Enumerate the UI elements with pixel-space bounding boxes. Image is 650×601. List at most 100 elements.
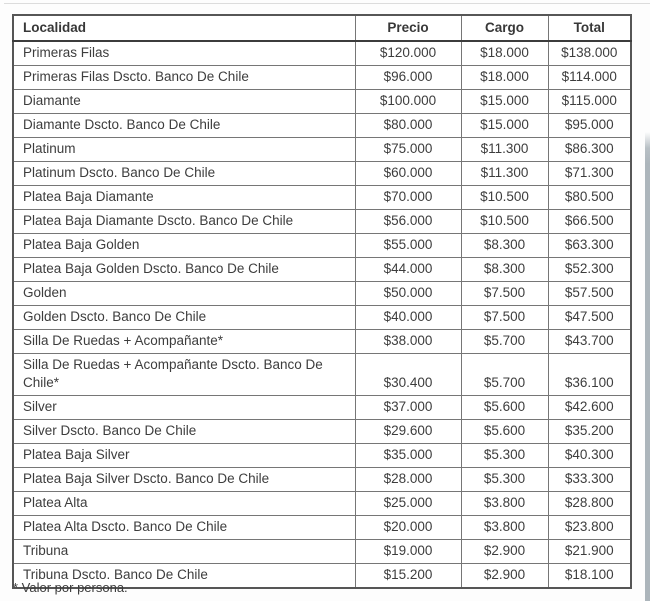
precio-cell: $19.000 (354, 539, 462, 564)
table-row: Primeras Filas $120.000 $18.000 $138.000 (12, 40, 632, 66)
localidad-cell: Platea Baja Golden Dscto. Banco De Chile (12, 257, 356, 282)
table-row: Silla De Ruedas + Acompañante* $38.000 $5.… (12, 329, 632, 354)
total-cell: $57.500 (547, 281, 632, 306)
table-row: Tribuna Dscto. Banco De Chile $15.200 $2.9… (12, 563, 632, 589)
table-row: Primeras Filas Dscto. Banco De Chile $96.… (12, 65, 632, 90)
table-row: Platea Baja Golden Dscto. Banco De Chile… (12, 257, 632, 282)
total-cell: $138.000 (547, 40, 632, 66)
table-row: Platea Baja Silver Dscto. Banco De Chile… (12, 467, 632, 492)
total-cell: $43.700 (547, 329, 632, 354)
localidad-cell: Platea Baja Silver (12, 443, 356, 468)
table-row: Platea Baja Diamante $70.000 $10.500 $80.50… (12, 185, 632, 210)
precio-cell: $80.000 (354, 113, 462, 138)
cargo-cell: $10.500 (460, 185, 549, 210)
table-row: Golden $50.000 $7.500 $57.500 (12, 281, 632, 306)
cargo-cell: $7.500 (460, 281, 549, 306)
cargo-cell: $3.800 (460, 491, 549, 516)
cargo-cell: $2.900 (460, 563, 549, 589)
cargo-cell: $8.300 (460, 233, 549, 258)
total-cell: $40.300 (547, 443, 632, 468)
total-cell: $115.000 (547, 89, 632, 114)
cargo-cell: $5.600 (460, 395, 549, 420)
table-row: Tribuna $19.000 $2.900 $21.900 (12, 539, 632, 564)
header-cargo: Cargo (460, 14, 549, 42)
table-row: Silla De Ruedas + Acompañante Dscto. Ban… (12, 353, 632, 396)
scrollbar-strip[interactable] (645, 132, 650, 601)
precio-cell: $40.000 (354, 305, 462, 330)
precio-cell: $35.000 (354, 443, 462, 468)
cargo-cell: $5.300 (460, 467, 549, 492)
cargo-cell: $5.600 (460, 419, 549, 444)
precio-cell: $56.000 (354, 209, 462, 234)
header-localidad: Localidad (12, 14, 356, 42)
localidad-cell: Platea Baja Silver Dscto. Banco De Chile (12, 467, 356, 492)
cargo-cell: $3.800 (460, 515, 549, 540)
price-table-body: Primeras Filas $120.000 $18.000 $138.000 Pri… (12, 40, 632, 589)
precio-cell: $28.000 (354, 467, 462, 492)
localidad-cell: Platinum (12, 137, 356, 162)
total-cell: $86.300 (547, 137, 632, 162)
cargo-cell: $18.000 (460, 40, 549, 66)
localidad-cell: Silver (12, 395, 356, 420)
cargo-cell: $2.900 (460, 539, 549, 564)
localidad-cell: Platea Baja Golden (12, 233, 356, 258)
total-cell: $95.000 (547, 113, 632, 138)
localidad-cell: Platea Baja Diamante (12, 185, 356, 210)
cargo-cell: $5.700 (460, 353, 549, 396)
total-cell: $71.300 (547, 161, 632, 186)
table-row: Golden Dscto. Banco De Chile $40.000 $7.50… (12, 305, 632, 330)
total-cell: $52.300 (547, 257, 632, 282)
cargo-cell: $15.000 (460, 89, 549, 114)
table-row: Platinum Dscto. Banco De Chile $60.000 $11… (12, 161, 632, 186)
precio-cell: $100.000 (354, 89, 462, 114)
header-total: Total (547, 14, 632, 42)
total-cell: $80.500 (547, 185, 632, 210)
localidad-cell: Platea Alta Dscto. Banco De Chile (12, 515, 356, 540)
precio-cell: $44.000 (354, 257, 462, 282)
total-cell: $28.800 (547, 491, 632, 516)
cargo-cell: $5.300 (460, 443, 549, 468)
precio-cell: $25.000 (354, 491, 462, 516)
total-cell: $36.100 (547, 353, 632, 396)
localidad-cell: Silver Dscto. Banco De Chile (12, 419, 356, 444)
table-row: Platea Baja Silver $35.000 $5.300 $40.300 (12, 443, 632, 468)
cargo-cell: $5.700 (460, 329, 549, 354)
table-row: Silver $37.000 $5.600 $42.600 (12, 395, 632, 420)
localidad-cell: Silla De Ruedas + Acompañante Dscto. Ban… (12, 353, 356, 396)
total-cell: $63.300 (547, 233, 632, 258)
precio-cell: $30.400 (354, 353, 462, 396)
cargo-cell: $11.300 (460, 161, 549, 186)
localidad-cell: Platea Alta (12, 491, 356, 516)
precio-cell: $37.000 (354, 395, 462, 420)
top-hairline (4, 3, 650, 4)
precio-cell: $20.000 (354, 515, 462, 540)
total-cell: $42.600 (547, 395, 632, 420)
price-table: Localidad Precio Cargo Total Primeras Fi… (12, 14, 632, 589)
table-row: Platinum $75.000 $11.300 $86.300 (12, 137, 632, 162)
cargo-cell: $10.500 (460, 209, 549, 234)
cargo-cell: $8.300 (460, 257, 549, 282)
total-cell: $23.800 (547, 515, 632, 540)
precio-cell: $70.000 (354, 185, 462, 210)
header-precio: Precio (354, 14, 462, 42)
total-cell: $18.100 (547, 563, 632, 589)
localidad-cell: Platea Baja Diamante Dscto. Banco De Chi… (12, 209, 356, 234)
precio-cell: $55.000 (354, 233, 462, 258)
table-row: Platea Baja Diamante Dscto. Banco De Chi… (12, 209, 632, 234)
table-row: Platea Alta Dscto. Banco De Chile $20.000… (12, 515, 632, 540)
localidad-cell: Diamante (12, 89, 356, 114)
cargo-cell: $18.000 (460, 65, 549, 90)
localidad-cell: Primeras Filas (12, 40, 356, 66)
precio-cell: $38.000 (354, 329, 462, 354)
localidad-cell: Golden (12, 281, 356, 306)
localidad-cell: Silla De Ruedas + Acompañante* (12, 329, 356, 354)
total-cell: $33.300 (547, 467, 632, 492)
localidad-cell: Golden Dscto. Banco De Chile (12, 305, 356, 330)
header-row: Localidad Precio Cargo Total (12, 14, 632, 42)
total-cell: $47.500 (547, 305, 632, 330)
total-cell: $21.900 (547, 539, 632, 564)
localidad-cell: Diamante Dscto. Banco De Chile (12, 113, 356, 138)
cargo-cell: $11.300 (460, 137, 549, 162)
footnote: * Valor por persona. (13, 580, 128, 595)
table-row: Diamante $100.000 $15.000 $115.000 (12, 89, 632, 114)
